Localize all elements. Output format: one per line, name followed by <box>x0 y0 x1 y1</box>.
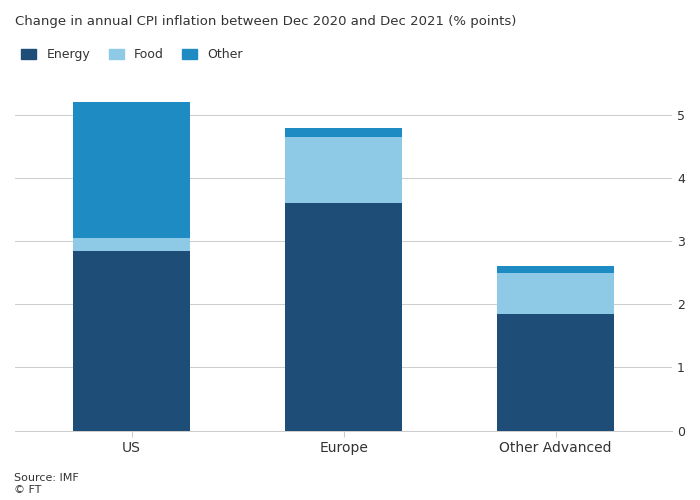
Bar <box>286 128 402 137</box>
Text: Source: IMF
© FT: Source: IMF © FT <box>14 474 78 495</box>
Text: Change in annual CPI inflation between Dec 2020 and Dec 2021 (% points): Change in annual CPI inflation between D… <box>15 15 517 28</box>
Bar <box>74 102 190 238</box>
Bar <box>74 250 190 430</box>
Bar <box>74 238 190 250</box>
Bar <box>286 137 402 203</box>
Bar <box>286 204 402 430</box>
Legend: Energy, Food, Other: Energy, Food, Other <box>21 48 243 61</box>
Bar <box>497 314 614 430</box>
Bar <box>497 266 614 272</box>
Bar <box>497 272 614 314</box>
